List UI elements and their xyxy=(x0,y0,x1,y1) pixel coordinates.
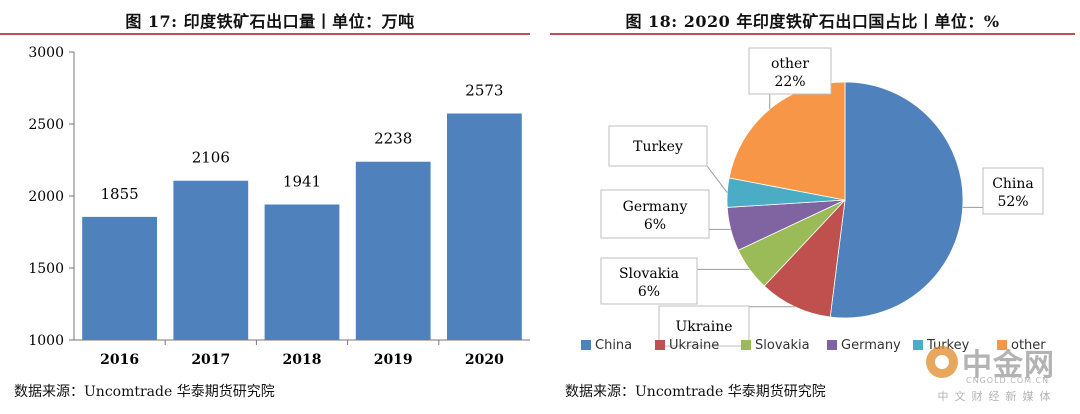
bar-value-label: 2106 xyxy=(192,149,230,167)
watermark-url: CNGOLD.COM.CN xyxy=(966,376,1050,385)
y-tick-label: 3000 xyxy=(28,45,64,61)
pie-callout-box xyxy=(608,125,708,167)
legend-swatch-china xyxy=(581,340,591,350)
pie-chart-title-rule xyxy=(550,33,1075,35)
watermark-name: 中金网 xyxy=(962,348,1055,383)
bar-2017 xyxy=(173,180,249,340)
pie-chart-source: 数据来源：Uncomtrade 华泰期货研究院 xyxy=(565,384,826,400)
legend-label: Slovakia xyxy=(755,338,810,353)
y-tick-label: 1000 xyxy=(28,333,64,349)
watermark-logo: 中金网 CNGOLD.COM.CN 中文财经新媒体 xyxy=(922,336,1072,408)
bar-value-label: 1855 xyxy=(101,185,139,203)
legend-label: China xyxy=(595,338,632,353)
x-tick-label: 2016 xyxy=(100,352,139,368)
bar-2019 xyxy=(355,161,431,340)
pie-callout-value: 22% xyxy=(774,74,805,90)
pie-callout-box xyxy=(600,257,698,305)
legend-swatch-turkey xyxy=(913,340,923,350)
legend-swatch-other xyxy=(997,340,1007,350)
x-tick-label: 2019 xyxy=(374,352,413,368)
bar-2016 xyxy=(82,216,157,340)
bar-2018 xyxy=(264,204,340,340)
pie-chart-panel: 图 18: 2020 年印度铁矿石出口国占比丨单位：% China 52% Ukra… xyxy=(545,0,1080,414)
pie-chart-title: 图 18: 2020 年印度铁矿石出口国占比丨单位：% xyxy=(625,12,1000,31)
bar-chart-title: 图 17: 印度铁矿石出口量丨单位：万吨 xyxy=(125,12,415,31)
x-tick-label: 2020 xyxy=(465,352,504,368)
pie-callout-value: 6% xyxy=(644,217,666,233)
legend-swatch-germany xyxy=(827,340,837,350)
y-tick-label: 2000 xyxy=(28,189,64,205)
bar-chart-title-rule xyxy=(0,33,530,35)
bar-chart-source: 数据来源：Uncomtrade 华泰期货研究院 xyxy=(14,384,275,400)
pie-callout-name: Germany xyxy=(623,199,688,215)
watermark-logo-icon xyxy=(926,346,958,378)
pie-slice-china xyxy=(829,81,964,319)
y-tick-label: 1500 xyxy=(28,261,64,277)
pie-callout-value: 52% xyxy=(997,194,1028,210)
bar-2020 xyxy=(447,113,522,340)
bar-chart-svg: 1000 1500 2000 2500 3000 1855 2016 2106 2017 1941… xyxy=(28,45,530,368)
pie-chart-svg: China 52% Ukraine Slovakia 6% Germany 6% Turkey… xyxy=(581,47,1046,353)
pie-callout-name: Slovakia xyxy=(619,266,679,282)
pie-callout-box xyxy=(748,47,832,95)
pie-callout-name: Turkey xyxy=(633,139,683,155)
pie-slice-ukraine xyxy=(763,198,846,318)
pie-callout-name: other xyxy=(771,56,809,72)
legend-label: Germany xyxy=(841,338,901,353)
legend-swatch-slovakia xyxy=(741,340,751,350)
pie-callout-name: China xyxy=(992,176,1034,192)
watermark-tagline: 中文财经新媒体 xyxy=(937,390,1057,403)
pie-callout-box xyxy=(982,167,1044,215)
legend-label: other xyxy=(1011,338,1046,353)
pie-callout-name: Ukraine xyxy=(675,319,732,335)
x-tick-label: 2017 xyxy=(191,352,230,368)
x-tick-label: 2018 xyxy=(283,352,322,368)
bar-value-label: 2238 xyxy=(374,130,412,148)
pie-callout-value: 6% xyxy=(638,284,660,300)
legend-label: Ukraine xyxy=(669,338,719,353)
pie-callout-box xyxy=(600,189,710,239)
bar-value-label: 1941 xyxy=(283,172,321,190)
bar-chart-panel: 图 17: 印度铁矿石出口量丨单位：万吨 1000 1500 2000 2500 300… xyxy=(0,12,530,400)
pie-callout-box xyxy=(658,305,750,347)
bar-value-label: 2573 xyxy=(465,81,503,99)
y-tick-label: 2500 xyxy=(28,117,64,133)
pie-leader-line xyxy=(706,165,728,193)
legend-swatch-ukraine xyxy=(655,340,665,350)
